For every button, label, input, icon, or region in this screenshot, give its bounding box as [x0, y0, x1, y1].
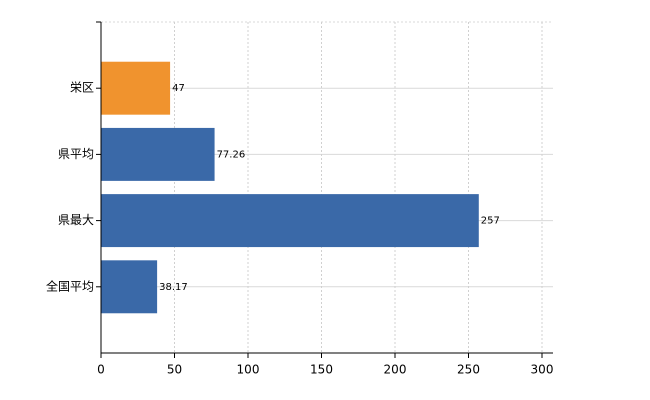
value-label: 47: [172, 83, 185, 94]
value-label: 38.17: [159, 282, 188, 293]
value-label: 77.26: [217, 149, 246, 160]
x-tick-label: 0: [97, 363, 105, 377]
x-tick-label: 250: [457, 363, 480, 377]
x-tick-label: 50: [167, 363, 182, 377]
y-tick-label: 県最大: [58, 213, 94, 227]
bar: [101, 127, 215, 181]
y-tick-label: 栄区: [70, 81, 94, 95]
bar: [101, 194, 479, 248]
x-tick-label: 300: [531, 363, 554, 377]
bar: [101, 260, 158, 314]
value-label: 257: [481, 216, 500, 227]
x-tick-label: 100: [237, 363, 260, 377]
x-tick-label: 150: [310, 363, 333, 377]
bar: [101, 61, 171, 115]
x-tick-label: 200: [384, 363, 407, 377]
y-tick-label: 全国平均: [46, 278, 94, 293]
y-tick-label: 県平均: [58, 147, 94, 161]
